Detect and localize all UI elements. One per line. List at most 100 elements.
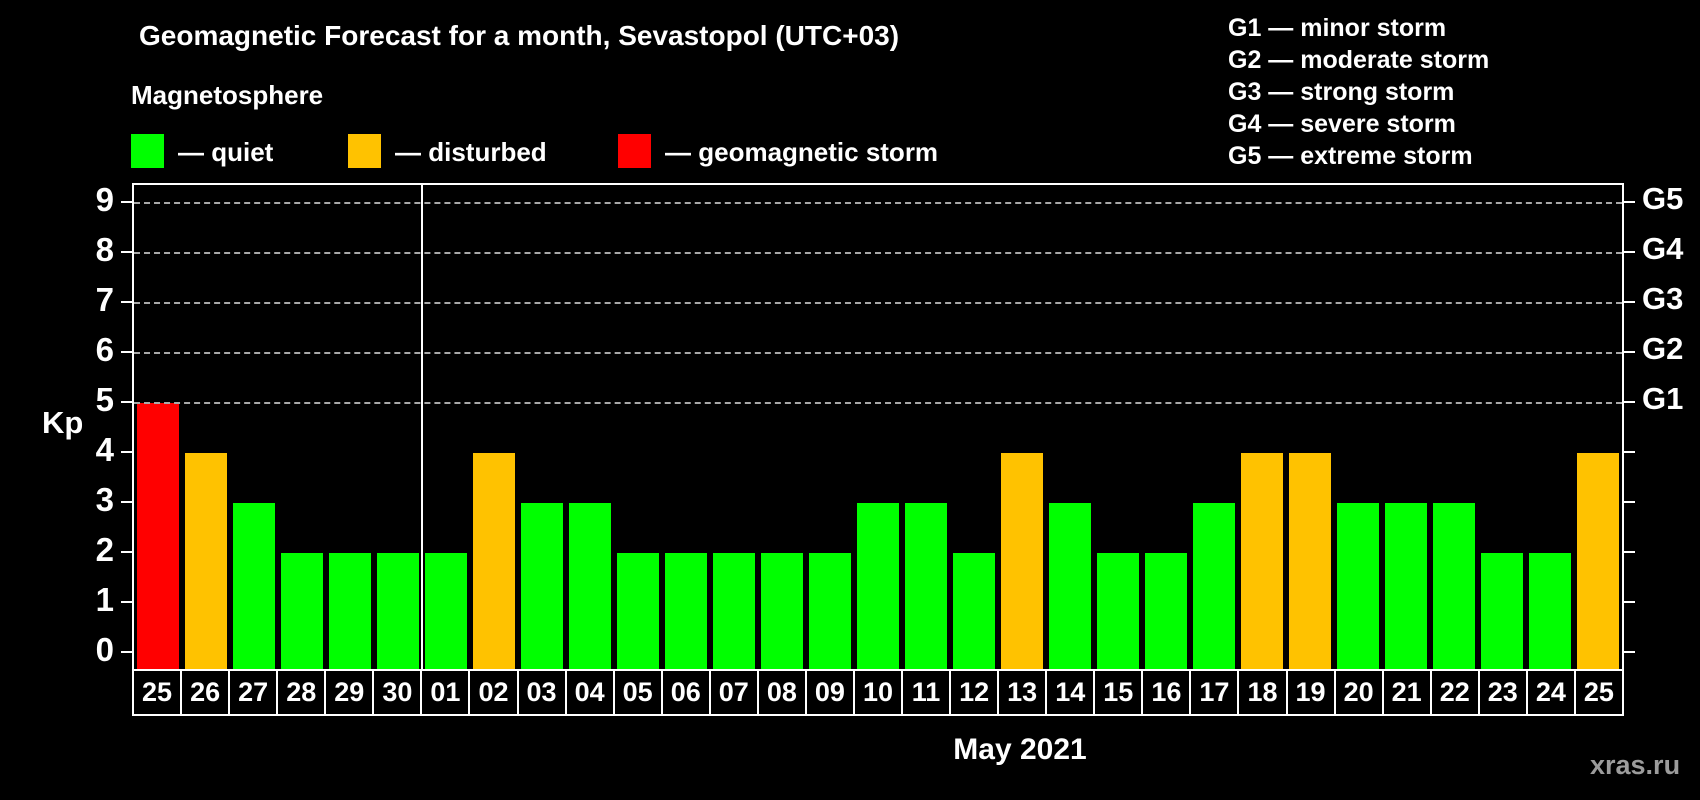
- x-tick-label-day-21: 21: [1381, 669, 1432, 716]
- y-axis-tick: [121, 451, 132, 453]
- x-tick-label-day-22: 22: [1429, 669, 1480, 716]
- y-axis-tick: [121, 251, 132, 253]
- bar-slot: [566, 185, 614, 669]
- bar-slot: [1334, 185, 1382, 669]
- bar-slot: [1286, 185, 1334, 669]
- y-tick-label-6: 6: [95, 331, 114, 368]
- kp-bar-day-15: [1097, 553, 1139, 669]
- kp-bar-day-01: [425, 553, 467, 669]
- kp-bar-day-30: [377, 553, 419, 669]
- kp-bar-day-03: [521, 503, 563, 669]
- month-separator-line: [421, 185, 423, 669]
- x-tick-label-day-17: 17: [1189, 669, 1240, 716]
- x-tick-label-day-01: 01: [420, 669, 471, 716]
- g-scale-legend-item: G2 — moderate storm: [1228, 46, 1490, 74]
- y-axis-tick: [121, 351, 132, 353]
- kp-bar-day-28: [281, 553, 323, 669]
- kp-bar-day-20: [1337, 503, 1379, 669]
- g-level-label-G3: G3: [1642, 281, 1684, 316]
- x-tick-label-day-08: 08: [756, 669, 807, 716]
- bar-slot: [998, 185, 1046, 669]
- bar-slot: [1430, 185, 1478, 669]
- x-tick-label-day-11: 11: [901, 669, 952, 716]
- bar-slot: [1382, 185, 1430, 669]
- bar-slot: [614, 185, 662, 669]
- x-tick-label-day-29: 29: [324, 669, 375, 716]
- right-axis-tick: [1624, 301, 1635, 303]
- bar-slot: [1238, 185, 1286, 669]
- bar-slot: [470, 185, 518, 669]
- y-axis-title: Kp: [42, 405, 84, 440]
- g-scale-legend-item: G1 — minor storm: [1228, 14, 1447, 42]
- y-tick-label-9: 9: [95, 181, 114, 218]
- y-axis-tick: [121, 301, 132, 303]
- bar-slot: [1094, 185, 1142, 669]
- y-tick-label-8: 8: [95, 231, 114, 268]
- bar-slot: [230, 185, 278, 669]
- x-tick-label-day-25: 25: [1573, 669, 1624, 716]
- x-axis-day-labels: 25 26 27 28 29 30 01 02 03 04 05 06 07 08 09 10 11 12 13 14…: [132, 669, 1624, 716]
- x-tick-label-day-10: 10: [852, 669, 903, 716]
- chart-subtitle: Magnetosphere: [131, 80, 324, 110]
- x-tick-label-day-30: 30: [372, 669, 423, 716]
- x-tick-label-day-06: 06: [660, 669, 711, 716]
- g-scale-legend: G1 — minor storm G2 — moderate storm G3 — …: [1228, 12, 1489, 172]
- right-axis-tick: [1624, 201, 1635, 203]
- right-axis-tick: [1624, 551, 1635, 553]
- x-tick-label-day-24: 24: [1525, 669, 1576, 716]
- bars-container: [134, 185, 1622, 669]
- kp-bar-day-25: [137, 403, 179, 669]
- x-tick-label-day-14: 14: [1045, 669, 1096, 716]
- right-axis-tick: [1624, 651, 1635, 653]
- kp-bar-day-07: [713, 553, 755, 669]
- kp-bar-day-22: [1433, 503, 1475, 669]
- x-tick-label-day-20: 20: [1333, 669, 1384, 716]
- x-tick-label-day-04: 04: [564, 669, 615, 716]
- bar-slot: [518, 185, 566, 669]
- kp-bar-day-19: [1289, 453, 1331, 669]
- x-tick-label-day-02: 02: [468, 669, 519, 716]
- gridline-kp-6: [134, 352, 1622, 354]
- quiet-legend-label: — quiet: [178, 137, 274, 167]
- storm-legend-label: — geomagnetic storm: [665, 137, 939, 167]
- bar-slot: [1574, 185, 1622, 669]
- bar-slot: [806, 185, 854, 669]
- y-tick-label-3: 3: [95, 481, 114, 518]
- y-tick-label-4: 4: [95, 431, 114, 468]
- right-axis-tick: [1624, 451, 1635, 453]
- kp-bar-day-08: [761, 553, 803, 669]
- right-axis-tick: [1624, 601, 1635, 603]
- kp-bar-day-04: [569, 503, 611, 669]
- gridline-kp-7: [134, 302, 1622, 304]
- bar-slot: [1478, 185, 1526, 669]
- kp-bar-day-25: [1577, 453, 1619, 669]
- y-axis-tick: [121, 601, 132, 603]
- x-tick-label-day-05: 05: [612, 669, 663, 716]
- y-axis-tick: [121, 201, 132, 203]
- g-level-label-G4: G4: [1642, 231, 1684, 266]
- kp-bar-day-11: [905, 503, 947, 669]
- bar-slot: [902, 185, 950, 669]
- kp-bar-day-02: [473, 453, 515, 669]
- bar-slot: [950, 185, 998, 669]
- kp-bar-day-24: [1529, 553, 1571, 669]
- g-scale-legend-item: G3 — strong storm: [1228, 78, 1455, 106]
- x-tick-label-day-12: 12: [949, 669, 1000, 716]
- kp-bar-day-13: [1001, 453, 1043, 669]
- g-scale-legend-item: G4 — severe storm: [1228, 110, 1456, 138]
- kp-bar-day-17: [1193, 503, 1235, 669]
- x-tick-label-day-03: 03: [516, 669, 567, 716]
- x-tick-label-day-25: 25: [132, 669, 183, 716]
- kp-bar-day-16: [1145, 553, 1187, 669]
- y-axis-tick: [121, 651, 132, 653]
- bar-slot: [710, 185, 758, 669]
- x-tick-label-day-15: 15: [1093, 669, 1144, 716]
- kp-bar-day-29: [329, 553, 371, 669]
- x-tick-label-day-18: 18: [1237, 669, 1288, 716]
- y-tick-label-7: 7: [95, 281, 114, 318]
- plot-area: [132, 183, 1624, 669]
- y-tick-label-5: 5: [95, 381, 114, 418]
- kp-bar-day-12: [953, 553, 995, 669]
- y-axis-tick: [121, 401, 132, 403]
